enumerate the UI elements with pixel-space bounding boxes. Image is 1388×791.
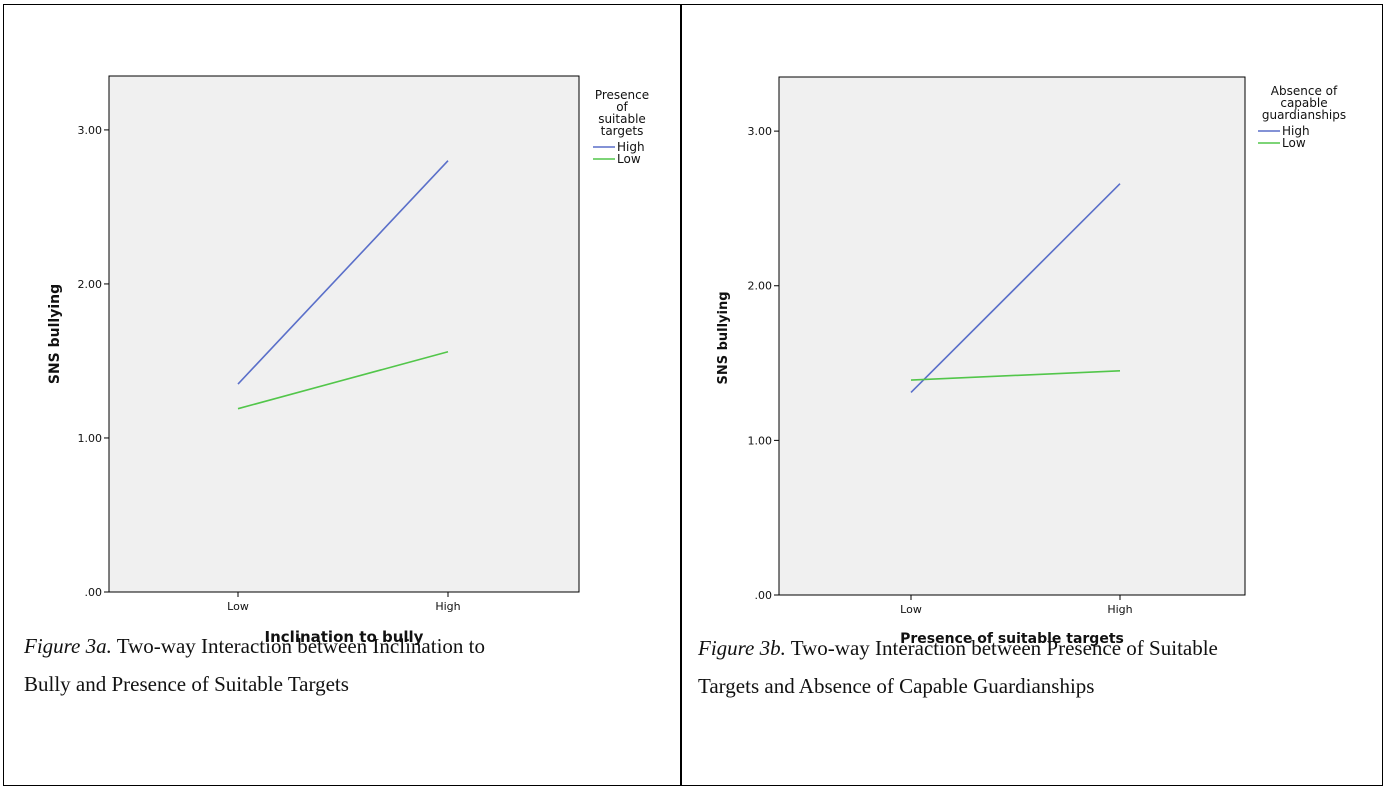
y-tick-label: 2.00 [748,280,773,293]
caption-3a-text-1: Two-way Interaction between Inclination … [111,634,485,658]
x-tick-label: High [435,600,460,613]
y-tick-label: 1.00 [78,432,103,445]
legend-title-line: Presence [595,88,649,102]
series-line-high [910,183,1121,394]
legend-title-line: suitable [598,112,646,126]
x-tick-label: Low [227,600,249,613]
y-tick-label: .00 [85,586,103,599]
caption-3a: Figure 3a. Two-way Interaction between I… [24,627,485,703]
figure-frame [3,4,1383,786]
series-line-low [910,369,1121,381]
legend-title-line: targets [601,124,644,138]
y-tick-label: 3.00 [748,125,773,138]
figure-3b-panel: .00 1.00 2.00 3.00 Low High Presence of suitab… [682,4,1382,786]
plot-area-3a [108,75,580,593]
x-tick-label: High [1107,603,1132,616]
caption-3a-text-2: Bully and Presence of Suitable Targets [24,672,349,696]
legend-title-line: Absence of [1271,84,1338,98]
caption-3b-text-1: Two-way Interaction between Presence of … [785,636,1218,660]
legend-title-line: of [616,100,628,114]
y-tick-label: 3.00 [78,124,103,137]
figure-3a-panel: .00 1.00 2.00 3.00 Low High Inclination to bul… [3,4,680,786]
legend-label-low: Low [1282,136,1306,150]
series-line-high [237,160,449,385]
x-axis-label: Inclination to bully [265,628,424,646]
x-tick-label: Low [900,603,922,616]
plot-area-3b [778,76,1246,596]
series-line-low [237,350,449,410]
legend-label-high: High [1282,124,1310,138]
caption-3b-text-2: Targets and Absence of Capable Guardians… [698,674,1095,698]
y-axis-label: SNS bullying [47,284,63,384]
y-axis-label: SNS bullying [716,291,731,384]
y-tick-label: .00 [755,589,773,602]
panel-divider [680,4,682,786]
legend-label-high: High [617,140,645,154]
legend-title-line: capable [1280,96,1327,110]
caption-3b: Figure 3b. Two-way Interaction between P… [698,629,1218,705]
y-tick-label: 2.00 [78,278,103,291]
legend-title-line: guardianships [1262,108,1346,122]
caption-3b-label: Figure 3b. [698,636,786,660]
caption-3a-label: Figure 3a. [24,634,112,658]
x-axis-label: Presence of suitable targets [900,631,1124,647]
y-tick-label: 1.00 [748,434,773,447]
legend-label-low: Low [617,152,641,166]
